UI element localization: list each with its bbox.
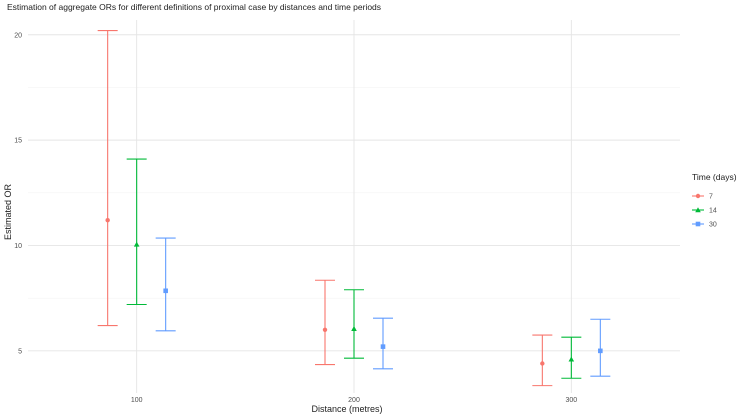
legend-label: 30 — [709, 222, 717, 229]
legend-label: 7 — [709, 194, 713, 201]
plot-marks — [97, 29, 611, 387]
legend-item-7: 7 — [692, 194, 713, 201]
legend-item-30: 30 — [692, 222, 717, 229]
point-estimate — [540, 361, 545, 366]
x-axis-title: Distance (metres) — [311, 404, 382, 414]
x-axis: 100 200 300 — [131, 397, 577, 404]
y-axis-title: Estimated OR — [3, 183, 13, 240]
point-estimate — [380, 344, 386, 349]
series-30 — [155, 237, 611, 377]
point-estimate — [163, 288, 168, 294]
legend-key-marker — [695, 193, 701, 199]
y-axis: 5 10 15 20 — [14, 32, 22, 355]
legend-key-marker — [695, 221, 701, 227]
legend: Time (days) 7 14 30 — [692, 172, 737, 229]
legend-label: 14 — [709, 208, 717, 215]
point-estimate — [568, 356, 575, 362]
y-tick-label: 15 — [14, 138, 22, 145]
point-estimate — [105, 217, 110, 223]
legend-item-14: 14 — [692, 207, 717, 215]
point-estimate — [598, 348, 603, 354]
x-tick-label: 200 — [348, 397, 360, 404]
y-tick-label: 5 — [18, 348, 22, 355]
point-estimate — [322, 327, 328, 332]
y-tick-label: 10 — [14, 243, 22, 250]
legend-title: Time (days) — [692, 172, 737, 182]
point-estimate — [351, 325, 357, 331]
series-14 — [126, 158, 582, 379]
x-tick-label: 300 — [565, 397, 577, 404]
chart-title: Estimation of aggregate ORs for differen… — [7, 2, 381, 12]
legend-key-marker — [695, 207, 701, 213]
point-estimate — [133, 241, 140, 247]
x-tick-label: 100 — [131, 397, 143, 404]
y-tick-label: 20 — [14, 32, 22, 39]
series-7 — [97, 29, 553, 387]
